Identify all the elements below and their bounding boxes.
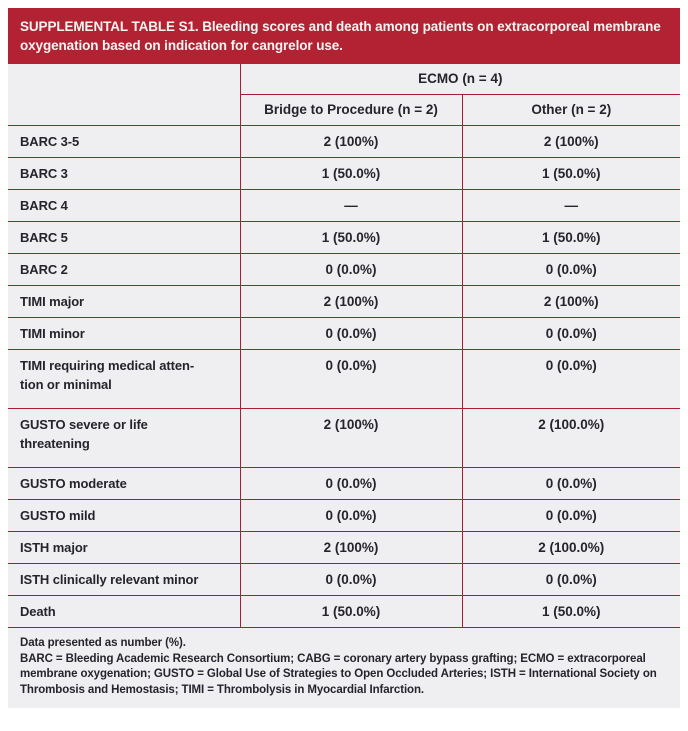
bridge-value: 2 (100%) <box>240 408 463 468</box>
sub-header-row: Bridge to Procedure (n = 2) Other (n = 2… <box>8 94 681 126</box>
row-label: TIMI minor <box>8 317 241 350</box>
footnote-abbreviations: BARC = Bleeding Academic Research Consor… <box>20 652 657 696</box>
table-header: ECMO (n = 4) Bridge to Procedure (n = 2)… <box>8 64 681 126</box>
row-label: ISTH major <box>8 531 241 564</box>
table-row: GUSTO mild 0 (0.0%) 0 (0.0%) <box>8 499 681 532</box>
table-row: TIMI minor 0 (0.0%) 0 (0.0%) <box>8 317 681 350</box>
bridge-value: 0 (0.0%) <box>240 317 463 350</box>
table-row: ISTH major 2 (100%) 2 (100.0%) <box>8 531 681 564</box>
row-label: GUSTO moderate <box>8 467 241 500</box>
row-label: BARC 3 <box>8 157 241 190</box>
row-label: GUSTO mild <box>8 499 241 532</box>
table-row: BARC 4 — — <box>8 189 681 222</box>
table-title: SUPPLEMENTAL TABLE S1. Bleeding scores a… <box>20 19 661 53</box>
table-row: BARC 3 1 (50.0%) 1 (50.0%) <box>8 157 681 190</box>
table-row: BARC 2 0 (0.0%) 0 (0.0%) <box>8 253 681 286</box>
table-row: ISTH clinically relevant minor 0 (0.0%) … <box>8 563 681 596</box>
bridge-value: 0 (0.0%) <box>240 499 463 532</box>
bridge-value: 2 (100%) <box>240 531 463 564</box>
bridge-value: 2 (100%) <box>240 285 463 318</box>
table-row: Death 1 (50.0%) 1 (50.0%) <box>8 595 681 628</box>
table-body: BARC 3-5 2 (100%) 2 (100%) BARC 3 1 (50.… <box>8 125 681 628</box>
other-value: 0 (0.0%) <box>462 563 681 596</box>
row-label: TIMI requiring medical atten- tion or mi… <box>8 349 241 409</box>
bridge-value: 1 (50.0%) <box>240 221 463 254</box>
bridge-value: 1 (50.0%) <box>240 157 463 190</box>
bridge-value: 0 (0.0%) <box>240 253 463 286</box>
bridge-value: 0 (0.0%) <box>240 349 463 409</box>
table-row: BARC 5 1 (50.0%) 1 (50.0%) <box>8 221 681 254</box>
table-row: GUSTO severe or life threatening 2 (100%… <box>8 408 681 468</box>
bridge-value: — <box>240 189 463 222</box>
other-value: 2 (100%) <box>462 285 681 318</box>
supplemental-table-container: SUPPLEMENTAL TABLE S1. Bleeding scores a… <box>8 8 681 708</box>
row-label: BARC 2 <box>8 253 241 286</box>
column-header-bridge: Bridge to Procedure (n = 2) <box>240 94 463 126</box>
table-row: BARC 3-5 2 (100%) 2 (100%) <box>8 125 681 158</box>
table-row: GUSTO moderate 0 (0.0%) 0 (0.0%) <box>8 467 681 500</box>
column-header-ecmo: ECMO (n = 4) <box>240 64 681 95</box>
other-value: 1 (50.0%) <box>462 221 681 254</box>
table-row: TIMI requiring medical atten- tion or mi… <box>8 349 681 409</box>
row-label: BARC 5 <box>8 221 241 254</box>
table-footnotes: Data presented as number (%). BARC = Ble… <box>8 628 680 708</box>
other-value: 0 (0.0%) <box>462 317 681 350</box>
bridge-value: 2 (100%) <box>240 125 463 158</box>
other-value: 2 (100.0%) <box>462 531 681 564</box>
row-label: BARC 4 <box>8 189 241 222</box>
other-value: 1 (50.0%) <box>462 157 681 190</box>
other-value: 0 (0.0%) <box>462 253 681 286</box>
bleeding-scores-table: ECMO (n = 4) Bridge to Procedure (n = 2)… <box>8 64 681 628</box>
other-value: 0 (0.0%) <box>462 499 681 532</box>
table-title-banner: SUPPLEMENTAL TABLE S1. Bleeding scores a… <box>8 8 680 64</box>
other-value: — <box>462 189 681 222</box>
bridge-value: 1 (50.0%) <box>240 595 463 628</box>
row-label: Death <box>8 595 241 628</box>
row-label: BARC 3-5 <box>8 125 241 158</box>
other-value: 2 (100%) <box>462 125 681 158</box>
row-label: TIMI major <box>8 285 241 318</box>
other-value: 1 (50.0%) <box>462 595 681 628</box>
other-value: 0 (0.0%) <box>462 467 681 500</box>
other-value: 0 (0.0%) <box>462 349 681 409</box>
column-header-other: Other (n = 2) <box>462 94 681 126</box>
group-header-row: ECMO (n = 4) <box>8 64 681 126</box>
table-row: TIMI major 2 (100%) 2 (100%) <box>8 285 681 318</box>
row-label: ISTH clinically relevant minor <box>8 563 241 596</box>
bridge-value: 0 (0.0%) <box>240 563 463 596</box>
corner-cell <box>8 64 241 126</box>
other-value: 2 (100.0%) <box>462 408 681 468</box>
row-label: GUSTO severe or life threatening <box>8 408 241 468</box>
footnote-data-presented: Data presented as number (%). <box>20 637 186 649</box>
bridge-value: 0 (0.0%) <box>240 467 463 500</box>
